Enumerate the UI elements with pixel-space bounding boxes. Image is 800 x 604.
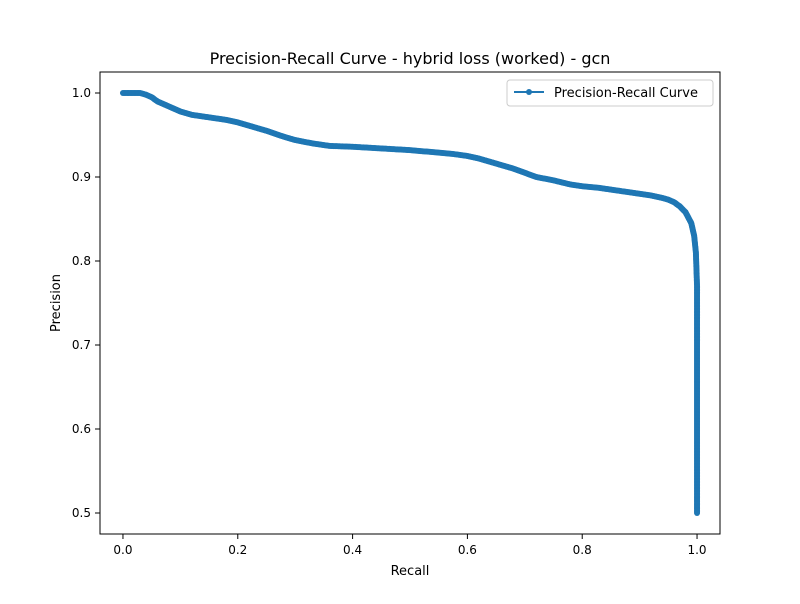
x-tick-label: 0.8 [573, 543, 592, 557]
chart-title: Precision-Recall Curve - hybrid loss (wo… [210, 49, 611, 68]
x-tick-label: 0.4 [343, 543, 362, 557]
data-point [694, 510, 701, 516]
y-tick-label: 0.6 [72, 422, 91, 436]
series-layer [119, 90, 701, 516]
x-tick-label: 0.2 [228, 543, 247, 557]
y-tick-label: 0.5 [72, 506, 91, 520]
x-axis-ticks: 0.0 0.2 0.4 0.6 0.8 1.0 [113, 534, 707, 557]
x-tick-label: 0.6 [458, 543, 477, 557]
legend-marker-sample [526, 89, 532, 95]
y-axis-label: Precision [49, 274, 64, 332]
series-line [122, 92, 699, 513]
series-markers [119, 90, 701, 516]
x-axis-label: Recall [391, 564, 430, 579]
y-tick-label: 0.7 [72, 338, 91, 352]
legend-box [506, 79, 714, 107]
y-tick-label: 0.9 [72, 170, 91, 184]
y-tick-label: 1.0 [72, 86, 91, 100]
legend: Precision-Recall Curve [506, 79, 714, 107]
y-tick-label: 0.8 [72, 254, 91, 268]
y-axis-ticks: 0.5 0.6 0.7 0.8 0.9 1.0 [72, 86, 100, 520]
legend-label: Precision-Recall Curve [554, 86, 698, 101]
x-tick-label: 1.0 [687, 543, 706, 557]
x-tick-label: 0.0 [113, 543, 132, 557]
plot-area-frame [99, 71, 721, 535]
